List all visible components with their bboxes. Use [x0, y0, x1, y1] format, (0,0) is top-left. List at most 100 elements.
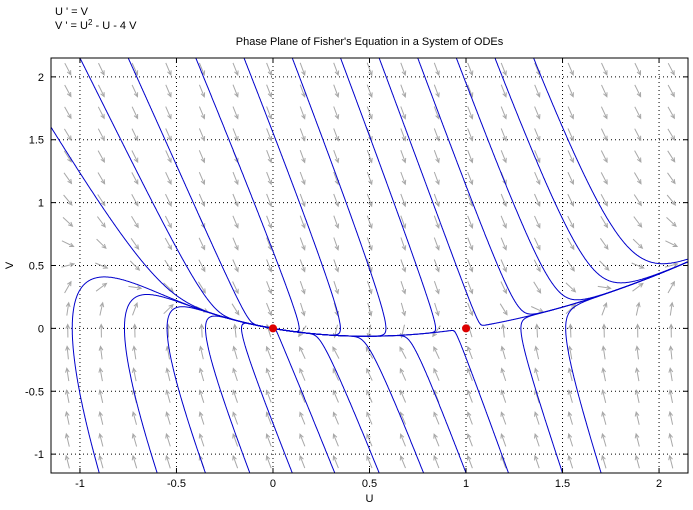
- direction-arrow: [197, 281, 206, 294]
- direction-arrow: [599, 238, 609, 250]
- direction-arrow: [534, 62, 541, 76]
- direction-arrow: [165, 128, 172, 142]
- trajectory: [520, 261, 688, 473]
- x-tick-label: -1: [75, 478, 85, 490]
- direction-arrow: [99, 301, 105, 316]
- direction-arrow: [163, 303, 174, 315]
- direction-arrow: [64, 62, 72, 76]
- direction-arrow: [198, 237, 206, 251]
- direction-arrow: [366, 150, 373, 164]
- trajectory: [273, 58, 437, 337]
- direction-arrow: [433, 171, 440, 186]
- direction-arrow: [500, 84, 507, 98]
- direction-arrow: [333, 62, 340, 77]
- direction-arrow: [634, 150, 642, 164]
- direction-arrow: [534, 106, 541, 120]
- trajectory: [417, 58, 688, 315]
- direction-arrow: [601, 410, 607, 425]
- direction-arrow: [299, 259, 306, 273]
- direction-arrow: [265, 454, 272, 469]
- direction-arrow: [62, 217, 74, 227]
- direction-arrow: [165, 106, 172, 120]
- direction-arrow: [97, 106, 105, 120]
- direction-arrow: [534, 323, 540, 338]
- direction-arrow: [131, 432, 138, 447]
- direction-arrow: [466, 433, 473, 447]
- direction-arrow: [332, 346, 340, 359]
- direction-arrow: [399, 433, 406, 447]
- direction-arrow: [130, 238, 140, 250]
- direction-arrow: [533, 259, 541, 273]
- direction-arrow: [64, 106, 72, 120]
- direction-arrow: [634, 410, 640, 425]
- direction-arrow: [131, 194, 139, 207]
- direction-arrow: [432, 325, 441, 338]
- direction-arrow: [634, 367, 640, 382]
- direction-arrow: [533, 237, 541, 251]
- direction-arrow: [366, 106, 373, 120]
- direction-arrow: [601, 367, 606, 382]
- direction-arrow: [433, 62, 440, 77]
- direction-arrow: [299, 193, 306, 208]
- direction-arrow: [534, 433, 540, 447]
- direction-arrow: [567, 171, 574, 186]
- direction-arrow: [433, 128, 440, 142]
- direction-arrow: [131, 128, 139, 142]
- direction-arrow: [467, 302, 474, 317]
- direction-arrow: [366, 84, 373, 98]
- direction-arrow: [467, 237, 474, 251]
- direction-arrow: [500, 323, 506, 338]
- direction-arrow: [567, 150, 574, 164]
- direction-arrow: [232, 367, 238, 382]
- direction-arrow: [332, 455, 339, 469]
- direction-arrow: [232, 106, 239, 120]
- trajectory: [273, 328, 336, 473]
- direction-arrow: [433, 454, 440, 469]
- direction-arrow: [600, 150, 608, 164]
- direction-arrow: [95, 282, 108, 292]
- direction-arrow: [433, 193, 440, 208]
- direction-arrow: [667, 172, 676, 185]
- direction-arrow: [132, 302, 138, 316]
- direction-arrow: [500, 259, 507, 273]
- direction-arrow: [467, 62, 474, 77]
- y-tick-label: 0.5: [29, 261, 44, 273]
- direction-arrow: [366, 62, 373, 77]
- direction-arrow: [467, 259, 474, 273]
- direction-arrow: [534, 454, 540, 469]
- equilibrium-point: [462, 324, 471, 333]
- direction-arrow: [566, 259, 575, 272]
- trajectory: [241, 322, 293, 473]
- direction-arrow: [500, 345, 506, 360]
- direction-arrow: [332, 411, 339, 425]
- direction-arrow: [266, 62, 273, 77]
- direction-arrow: [433, 259, 440, 273]
- direction-arrow: [98, 345, 104, 360]
- direction-arrow: [164, 259, 173, 272]
- direction-arrow: [232, 323, 238, 338]
- direction-arrow: [366, 455, 373, 469]
- direction-arrow: [597, 285, 612, 291]
- direction-arrow: [132, 323, 138, 338]
- direction-arrow: [232, 281, 239, 295]
- direction-arrow: [165, 193, 172, 207]
- y-tick-label: 0: [38, 323, 44, 335]
- direction-arrow: [400, 302, 407, 317]
- direction-arrow: [567, 454, 574, 469]
- direction-arrow: [198, 389, 205, 403]
- direction-arrow: [266, 281, 273, 295]
- direction-arrow: [131, 172, 139, 185]
- direction-arrow: [65, 345, 70, 360]
- direction-arrow: [500, 237, 507, 251]
- direction-arrow: [635, 323, 641, 338]
- x-tick-label: 1.5: [555, 478, 570, 490]
- direction-arrow: [467, 106, 474, 120]
- direction-arrow: [500, 411, 507, 425]
- direction-arrow: [534, 172, 541, 186]
- direction-arrow: [466, 411, 473, 425]
- direction-arrow: [400, 237, 407, 251]
- direction-arrow: [567, 215, 575, 229]
- direction-arrow: [567, 367, 573, 382]
- direction-arrow: [601, 345, 607, 360]
